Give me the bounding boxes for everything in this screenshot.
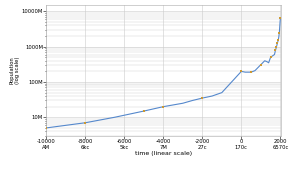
X-axis label: time (linear scale): time (linear scale)	[135, 151, 192, 156]
Y-axis label: Population
(log scale): Population (log scale)	[9, 57, 20, 84]
